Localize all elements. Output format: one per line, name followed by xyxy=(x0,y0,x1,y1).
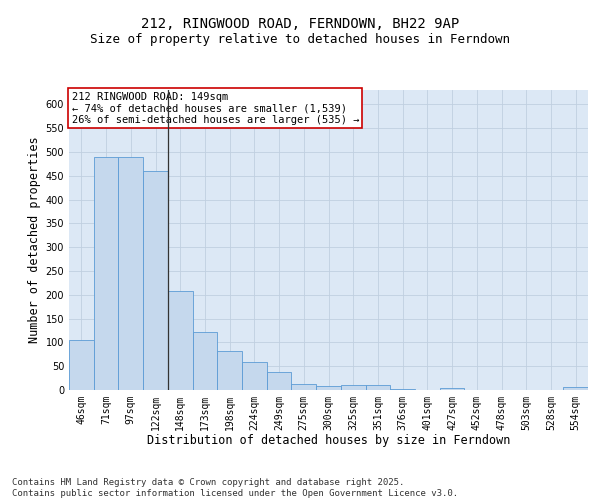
Bar xyxy=(563,387,588,390)
Bar xyxy=(267,372,292,390)
Bar xyxy=(365,385,390,390)
Bar xyxy=(193,332,217,390)
Text: 212 RINGWOOD ROAD: 149sqm
← 74% of detached houses are smaller (1,539)
26% of se: 212 RINGWOOD ROAD: 149sqm ← 74% of detac… xyxy=(71,92,359,124)
Text: 212, RINGWOOD ROAD, FERNDOWN, BH22 9AP: 212, RINGWOOD ROAD, FERNDOWN, BH22 9AP xyxy=(141,18,459,32)
Bar xyxy=(292,384,316,390)
Bar xyxy=(94,156,118,390)
Text: Size of property relative to detached houses in Ferndown: Size of property relative to detached ho… xyxy=(90,32,510,46)
X-axis label: Distribution of detached houses by size in Ferndown: Distribution of detached houses by size … xyxy=(147,434,510,448)
Bar xyxy=(168,292,193,390)
Bar xyxy=(440,388,464,390)
Bar xyxy=(341,385,365,390)
Bar xyxy=(390,388,415,390)
Bar xyxy=(143,171,168,390)
Y-axis label: Number of detached properties: Number of detached properties xyxy=(28,136,41,344)
Bar xyxy=(69,340,94,390)
Bar xyxy=(242,362,267,390)
Bar xyxy=(316,386,341,390)
Bar xyxy=(118,156,143,390)
Text: Contains HM Land Registry data © Crown copyright and database right 2025.
Contai: Contains HM Land Registry data © Crown c… xyxy=(12,478,458,498)
Bar xyxy=(217,351,242,390)
